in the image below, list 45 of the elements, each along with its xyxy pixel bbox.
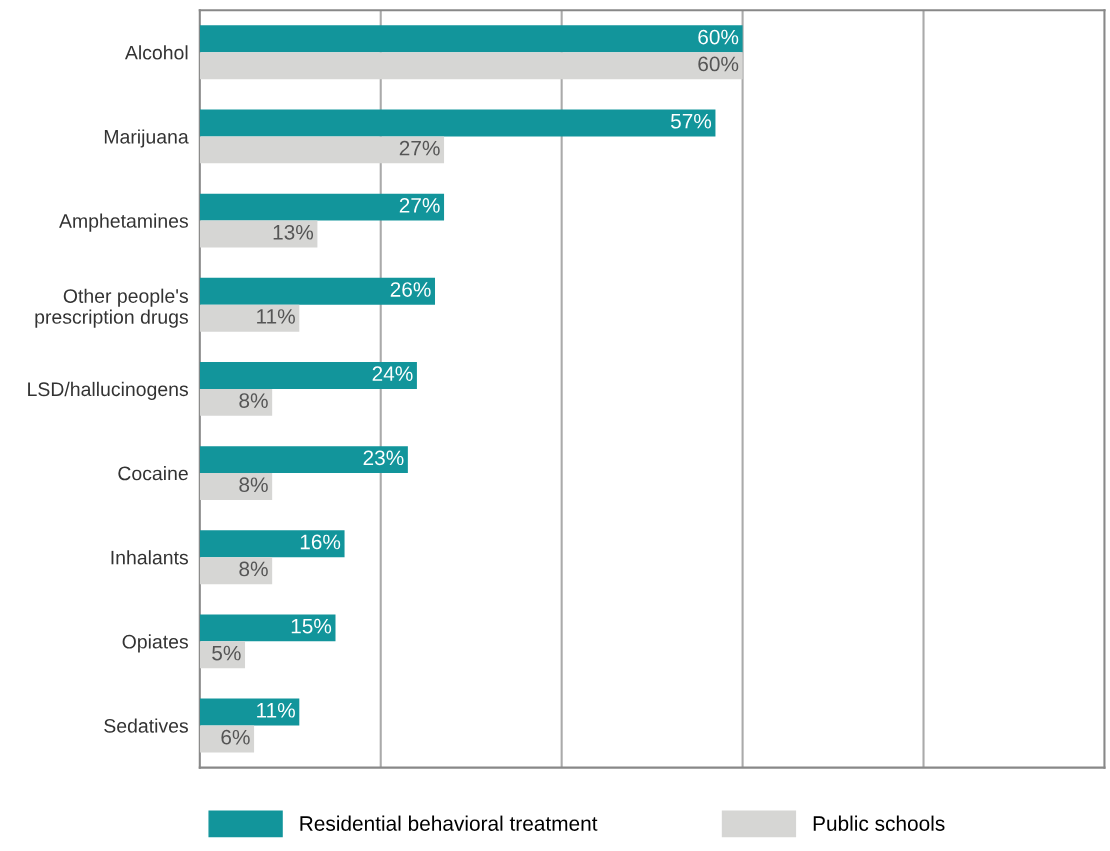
data-label: 8% [239, 477, 268, 493]
bar [199, 614, 336, 642]
bar [199, 446, 408, 474]
data-label: 6% [221, 729, 250, 745]
data-label: 60% [698, 29, 739, 45]
data-label: 11% [257, 702, 295, 718]
y-tick-label: Amphetamines [59, 213, 188, 232]
bar [199, 698, 300, 726]
y-tick-label: Inhalants [111, 550, 188, 565]
data-label: 8% [239, 393, 268, 408]
data-label: 27% [399, 197, 440, 213]
bar [199, 193, 445, 221]
y-tick-label: Sedatives [104, 718, 188, 733]
bar [199, 52, 743, 80]
legend-label: Public schools [813, 815, 945, 831]
data-label: 57% [670, 113, 712, 129]
data-label: 5% [212, 645, 241, 661]
bar [199, 361, 417, 389]
data-label: 13% [273, 224, 314, 240]
bar [199, 25, 743, 53]
data-label: 60% [698, 56, 739, 72]
data-label: 15% [291, 618, 332, 634]
bar [199, 388, 273, 416]
y-tick-label: Other people's prescription drugs [35, 288, 188, 328]
data-label: 27% [399, 140, 440, 156]
data-label: 26% [390, 282, 431, 297]
legend-label: Residential behavioral treatment [300, 815, 598, 831]
y-tick-label: LSD/hallucinogens [28, 381, 188, 400]
data-label: 16% [300, 534, 341, 550]
y-tick-label: Marijuana [104, 129, 189, 148]
bar [199, 530, 345, 558]
data-label: 8% [239, 561, 268, 577]
data-label: 11% [257, 309, 295, 324]
bar [199, 109, 716, 137]
y-tick-label: Opiates [122, 634, 188, 653]
bar [199, 557, 273, 585]
y-tick-label: Cocaine [118, 466, 188, 481]
data-label: 24% [372, 366, 413, 381]
bar [199, 277, 436, 305]
bar [199, 220, 318, 248]
bar [199, 136, 445, 164]
y-tick-label: Alcohol [124, 45, 188, 60]
bar [199, 304, 300, 332]
data-label: 23% [363, 450, 404, 466]
bar [199, 473, 273, 500]
